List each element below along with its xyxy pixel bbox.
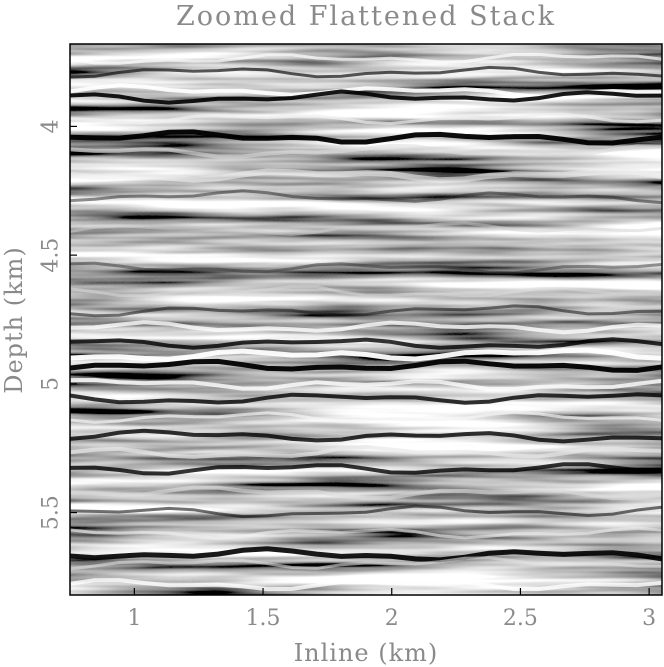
x-axis-label: Inline (km) xyxy=(294,639,439,667)
reflector xyxy=(70,337,662,350)
reflector xyxy=(70,129,662,146)
reflector xyxy=(70,444,662,459)
reflector xyxy=(70,556,662,571)
reflector xyxy=(70,347,662,362)
x-tick-label: 2 xyxy=(385,606,399,631)
reflector xyxy=(70,320,662,335)
seismic-texture xyxy=(70,44,662,595)
reflector xyxy=(70,167,662,184)
x-tick-label: 1.5 xyxy=(246,606,281,631)
reflector xyxy=(70,578,662,592)
reflector xyxy=(70,485,662,501)
reflector xyxy=(70,112,662,126)
y-tick-label: 5.5 xyxy=(39,495,64,530)
reflector xyxy=(70,546,662,563)
reflector xyxy=(70,358,662,373)
x-tick-label: 2.5 xyxy=(503,606,538,631)
reflector xyxy=(70,428,662,444)
reflector xyxy=(70,504,662,519)
y-tick-label: 5 xyxy=(39,377,64,391)
x-axis-ticks: 1 1.5 2 2.5 3 xyxy=(127,588,656,631)
y-tick-label: 4.5 xyxy=(39,238,64,273)
reflector xyxy=(70,462,662,476)
reflector xyxy=(70,65,662,79)
reflector xyxy=(70,377,662,392)
y-axis-ticks: 4 4.5 5 5.5 xyxy=(39,119,77,530)
x-tick-label: 1 xyxy=(127,606,141,631)
figure-title: Zoomed Flattened Stack xyxy=(176,1,556,32)
reflector xyxy=(70,526,662,540)
seismic-image xyxy=(70,44,662,595)
plot-frame xyxy=(69,43,663,596)
reflector xyxy=(70,285,662,298)
reflector xyxy=(70,143,662,159)
reflector xyxy=(70,261,662,275)
x-tick-label: 3 xyxy=(642,606,656,631)
reflector xyxy=(70,221,662,236)
reflector xyxy=(70,89,662,105)
reflector xyxy=(70,304,662,318)
y-tick-label: 4 xyxy=(39,119,64,133)
reflector xyxy=(70,392,662,405)
reflector-layer xyxy=(70,52,662,592)
reflector xyxy=(70,52,662,65)
reflector xyxy=(70,189,662,205)
reflector xyxy=(70,410,662,424)
y-axis-label: Depth (km) xyxy=(0,246,28,394)
